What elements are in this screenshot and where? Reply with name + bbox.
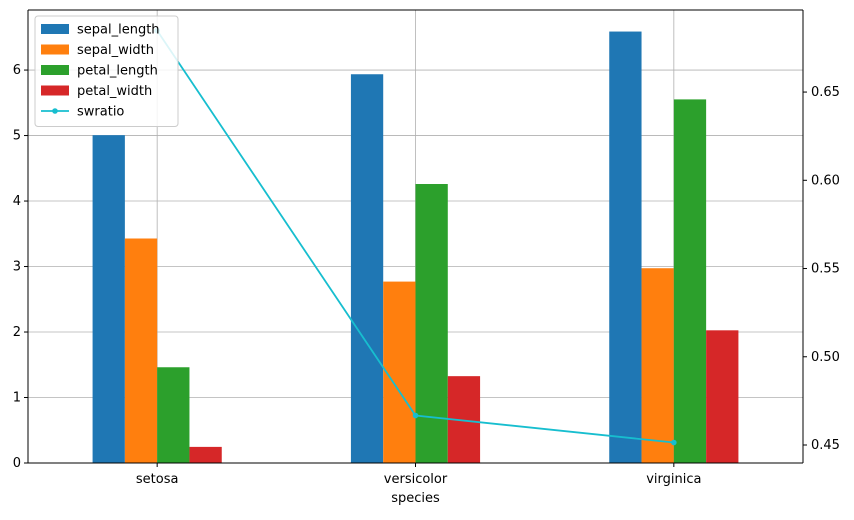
- bar-petal_width-setosa: [189, 446, 222, 463]
- bar-petal_length-versicolor: [415, 184, 448, 464]
- y2-tick-label: 0.60: [811, 173, 840, 188]
- x-tick-label: versicolor: [384, 472, 448, 487]
- y-tick-label: 1: [13, 391, 21, 406]
- y-tick-label: 6: [13, 63, 21, 78]
- legend-box: [34, 15, 179, 127]
- y-tick-label: 3: [13, 260, 21, 275]
- legend-label-sepal_length: sepal_length: [77, 23, 160, 38]
- legend-swatch-petal_length: [41, 65, 69, 75]
- y-tick-label: 5: [13, 129, 21, 144]
- legend-label-petal_width: petal_width: [77, 84, 152, 99]
- axes: 0 1 2 3 4 5 6 0.45 0.50 0.55 0.60 0.65 setosa versico…: [13, 9, 840, 506]
- x-axis-label: species: [391, 491, 440, 506]
- bar-petal_width-virginica: [706, 330, 739, 463]
- legend-swatch-sepal_width: [41, 44, 69, 55]
- legend: sepal_length sepal_width petal_lengthpetal…: [34, 15, 179, 127]
- y2-tick-label: 0.55: [811, 262, 840, 277]
- bar-sepal_length-virginica: [609, 31, 642, 464]
- y-tick-label: 4: [13, 194, 21, 209]
- bar-petal_length-setosa: [157, 367, 190, 463]
- bar-sepal_length-versicolor: [350, 74, 384, 463]
- x-tick-label: virginica: [646, 472, 701, 487]
- bar-petal_length-virginica: [673, 99, 707, 464]
- y2-tick-label: 0.45: [811, 438, 840, 453]
- x-tick-label: setosa: [136, 472, 179, 487]
- legend-swatch-petal_width: [41, 85, 69, 96]
- bar-sepal_width-setosa: [124, 238, 158, 463]
- y2-tick-label: 0.50: [811, 350, 840, 365]
- bar-sepal_width-virginica: [641, 268, 674, 463]
- point-swratio-versicolor: [412, 412, 419, 419]
- legend-label-sepal_width: sepal_width: [77, 43, 154, 58]
- bar-sepal_width-versicolor: [383, 281, 416, 463]
- bar-sepal_length-setosa: [92, 135, 125, 463]
- legend-label-petal_length: petal_length: [77, 64, 158, 79]
- legend-label-swratio: swratio: [77, 105, 124, 120]
- legend-swatch-sepal_length: [41, 24, 69, 34]
- y-tick-label: 2: [13, 325, 21, 340]
- legend-marker-swratio: [52, 108, 58, 114]
- y-tick-label: 0: [13, 456, 21, 471]
- bars-group: [92, 31, 739, 464]
- y2-tick-label: 0.65: [811, 85, 840, 100]
- point-swratio-virginica: [671, 439, 677, 446]
